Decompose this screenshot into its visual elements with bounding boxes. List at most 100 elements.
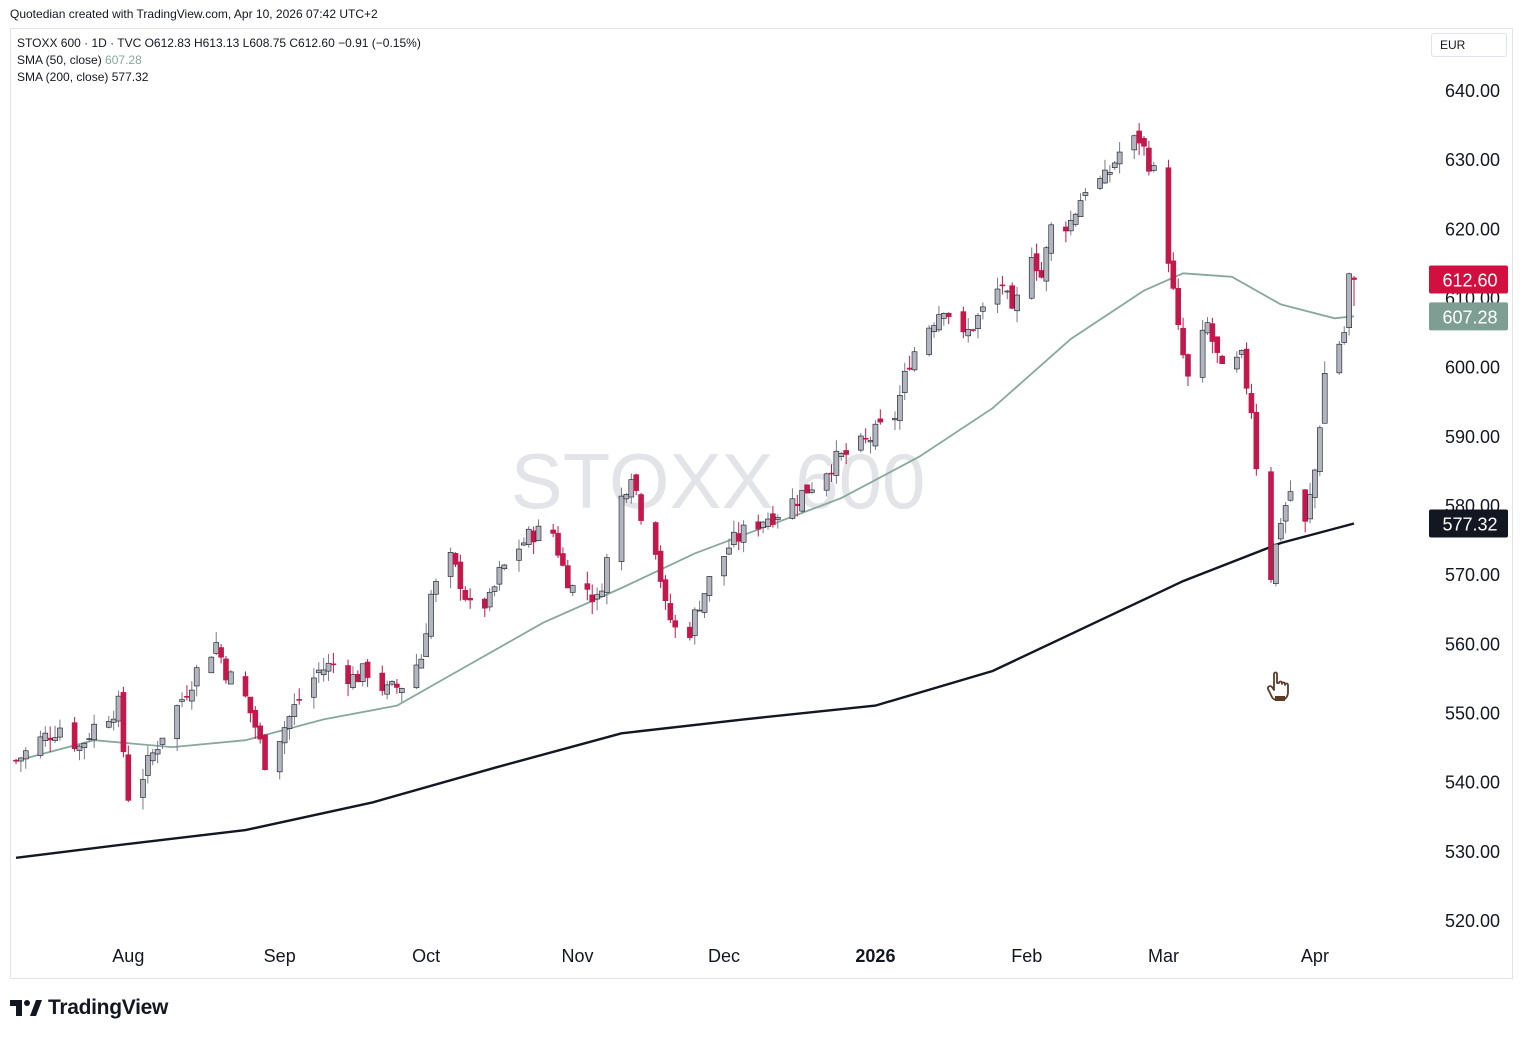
candle	[174, 704, 180, 752]
candle	[1317, 425, 1323, 476]
price-tags: 612.60 607.28 577.32	[1429, 265, 1508, 538]
candle-body	[276, 741, 283, 773]
candle	[247, 696, 254, 723]
candle-body	[291, 704, 298, 717]
candle-body	[149, 752, 156, 762]
candle-body	[560, 553, 566, 566]
candle	[521, 537, 527, 547]
candle-body	[330, 663, 337, 666]
sma50-legend-label: SMA (50, close)	[17, 53, 102, 67]
candle	[467, 588, 473, 609]
candle-body	[652, 522, 659, 555]
candle	[1131, 134, 1138, 160]
candle	[931, 322, 937, 338]
candle-body	[1287, 491, 1294, 501]
candle-body	[154, 749, 161, 755]
candle	[1072, 212, 1079, 227]
candle-body	[906, 367, 913, 370]
candle-body	[462, 590, 469, 600]
candle	[71, 717, 78, 752]
candle-body	[1248, 393, 1255, 414]
candle-body	[1038, 270, 1045, 278]
chart-frame	[10, 28, 1513, 979]
candle-body	[862, 437, 869, 440]
candle-body	[174, 705, 180, 740]
candle-body	[599, 590, 605, 598]
candle-body	[315, 669, 322, 673]
candle	[315, 662, 322, 683]
candle	[257, 722, 263, 744]
price-tag-box	[1429, 509, 1508, 538]
candle-body	[247, 696, 254, 714]
candle	[872, 420, 879, 450]
candle-body	[81, 742, 88, 749]
candle	[76, 744, 83, 761]
candle	[975, 312, 981, 339]
candle-body	[970, 329, 976, 331]
candle	[81, 742, 88, 760]
candle-body	[843, 450, 849, 455]
candle-body	[1014, 294, 1020, 312]
candle-body	[1048, 224, 1055, 254]
candle-body	[296, 699, 303, 701]
tradingview-brand-text: TradingView	[48, 996, 169, 1019]
candle-body	[877, 418, 884, 423]
candle	[1277, 518, 1284, 542]
candle-body	[667, 603, 674, 621]
tradingview-logo[interactable]: TradingView	[10, 996, 168, 1020]
candle-body	[1063, 226, 1069, 232]
candle	[906, 355, 913, 371]
candle-body	[1028, 257, 1035, 299]
candle	[804, 484, 810, 494]
x-tick-label: Nov	[562, 946, 594, 966]
candle-body	[760, 521, 766, 528]
price-tag-sma200: 577.32	[1429, 509, 1508, 538]
candle-body	[76, 745, 83, 751]
candle	[281, 720, 288, 755]
candle-body	[1302, 489, 1308, 522]
candle	[560, 547, 566, 567]
candle-body	[535, 525, 542, 542]
candle	[398, 687, 405, 702]
candle	[525, 526, 532, 548]
candle	[911, 347, 918, 372]
candle	[208, 656, 215, 674]
candle-body	[105, 721, 112, 728]
candle-body	[447, 552, 454, 577]
candle-body	[359, 663, 366, 682]
candle	[1307, 482, 1313, 524]
candle	[618, 487, 625, 571]
y-tick-label: 630.00	[1445, 150, 1500, 170]
candle	[1097, 175, 1103, 191]
candle-body	[350, 674, 356, 688]
candle-body	[555, 532, 561, 556]
candle	[589, 584, 596, 615]
candle-body	[1141, 138, 1147, 147]
candle	[242, 671, 249, 698]
currency-selector[interactable]: EUR	[1431, 33, 1507, 57]
candle-body	[1067, 219, 1074, 232]
candle	[364, 659, 371, 687]
candle	[311, 668, 317, 709]
candle	[149, 748, 156, 766]
candle-body	[1043, 247, 1050, 282]
candle-body	[657, 550, 664, 582]
candle	[47, 726, 53, 753]
candle	[516, 539, 522, 572]
candle-body	[1116, 151, 1123, 165]
candle	[1043, 246, 1050, 292]
candle-body	[1341, 332, 1348, 343]
candle-body	[1146, 147, 1152, 172]
x-tick-label: Feb	[1011, 946, 1042, 966]
candle	[1341, 326, 1348, 345]
candle	[18, 756, 24, 772]
candle-body	[1234, 356, 1240, 370]
candle-body	[911, 351, 918, 371]
candle	[1243, 342, 1250, 395]
candle-body	[1009, 285, 1015, 309]
candle	[457, 554, 464, 601]
candle-body	[13, 759, 19, 762]
candle	[1170, 252, 1177, 291]
candle-body	[491, 586, 498, 592]
